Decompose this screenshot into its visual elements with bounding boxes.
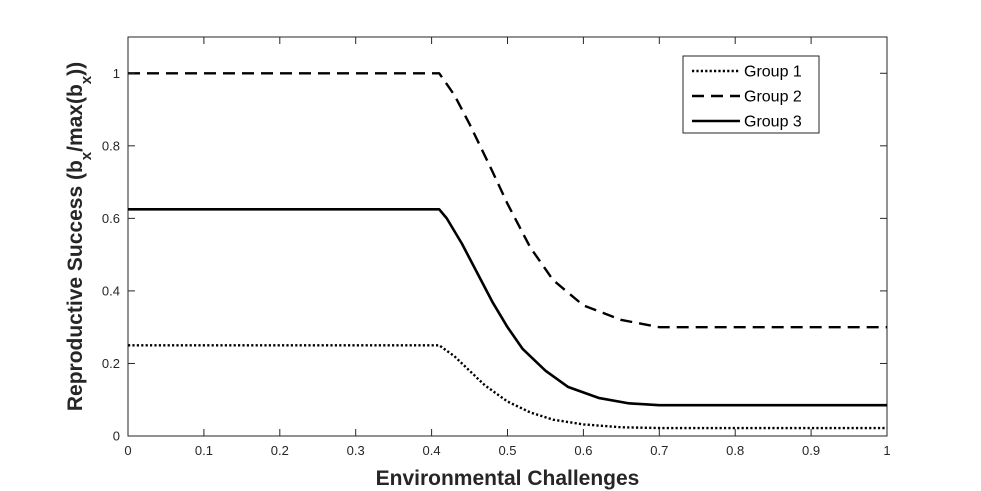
series-line-group-3 [128, 208, 887, 407]
x-tick-label: 0 [124, 443, 131, 458]
legend: Group 1 Group 2 Group 3 [682, 55, 820, 134]
y-tick-label: 0.2 [102, 356, 120, 371]
x-tick-label: 0.8 [726, 443, 744, 458]
legend-label-group-3: Group 3 [744, 114, 802, 131]
x-tick-label: 0.6 [574, 443, 592, 458]
y-axis-title-middle: /max(b [64, 84, 87, 152]
x-tick-label: 0.4 [423, 443, 441, 458]
y-axis-title: Reproductive Success (bx/max(bx)) [64, 62, 95, 411]
x-axis-title: Environmental Challenges [376, 467, 640, 490]
x-tick-label: 1 [883, 443, 890, 458]
x-tick-label: 0.5 [498, 443, 516, 458]
series-line-group-1 [128, 344, 887, 430]
legend-label-group-1: Group 1 [744, 64, 802, 81]
x-tick-label: 0.1 [195, 443, 213, 458]
series-layer [128, 72, 887, 430]
y-tick-label: 0 [113, 429, 120, 444]
y-axis-ticks: 0 0.2 0.4 0.6 0.8 1 [102, 66, 887, 444]
y-axis-title-subscript-1: x [78, 151, 95, 160]
x-axis-ticks: 0 0.1 0.2 0.3 0.4 0.5 0.6 0.7 0.8 0.9 1 [124, 37, 891, 458]
y-tick-label: 0.6 [102, 211, 120, 226]
x-tick-label: 0.2 [271, 443, 289, 458]
y-axis-title-suffix: )) [64, 62, 87, 76]
y-tick-label: 0.8 [102, 138, 120, 153]
x-tick-label: 0.9 [802, 443, 820, 458]
x-tick-label: 0.7 [650, 443, 668, 458]
series-line-group-2 [128, 72, 887, 329]
y-axis-title-prefix: Reproductive Success (b [64, 160, 87, 411]
y-axis-title-subscript-2: x [78, 75, 95, 84]
y-tick-label: 1 [113, 66, 120, 81]
y-tick-label: 0.4 [102, 283, 120, 298]
x-tick-label: 0.3 [347, 443, 365, 458]
legend-label-group-2: Group 2 [744, 89, 802, 106]
